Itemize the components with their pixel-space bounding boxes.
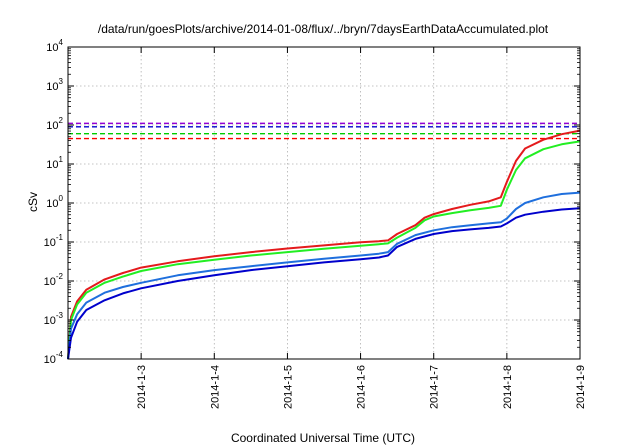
series-line (67, 129, 581, 360)
y-tick-label: 100 (46, 194, 63, 210)
grid (68, 47, 580, 359)
x-tick-label: 2014-1-8 (502, 365, 514, 409)
x-tick-label: 2014-1-6 (356, 365, 368, 409)
series-line (67, 191, 581, 360)
series-line (67, 140, 581, 360)
y-tick-label: 101 (46, 155, 63, 171)
y-axis-ticks: 10-4 10-3 10-2 10-1 100 101 102 103 104 (44, 38, 580, 366)
x-tick-label: 2014-1-9 (575, 365, 587, 409)
series-lines (67, 129, 581, 360)
y-tick-label: 104 (46, 38, 63, 54)
x-tick-label: 2014-1-7 (429, 365, 441, 409)
chart-title: /data/run/goesPlots/archive/2014-01-08/f… (98, 22, 549, 36)
x-axis-label: Coordinated Universal Time (UTC) (231, 431, 415, 445)
y-tick-label: 10-2 (44, 272, 64, 288)
x-tick-label: 2014-1-3 (136, 365, 148, 409)
threshold-lines (68, 122, 580, 140)
series-line (67, 207, 581, 360)
x-tick-label: 2014-1-5 (282, 365, 294, 409)
y-axis-label: cSv (26, 192, 40, 212)
x-axis-ticks: 2014-1-3 2014-1-4 2014-1-5 2014-1-6 2014-1-7… (136, 47, 587, 409)
y-tick-label: 10-1 (44, 233, 64, 249)
y-tick-label: 10-3 (44, 311, 64, 327)
y-tick-label: 10-4 (44, 350, 64, 366)
y-tick-label: 102 (46, 116, 63, 132)
x-tick-label: 2014-1-4 (209, 365, 221, 409)
y-tick-label: 103 (46, 77, 63, 93)
